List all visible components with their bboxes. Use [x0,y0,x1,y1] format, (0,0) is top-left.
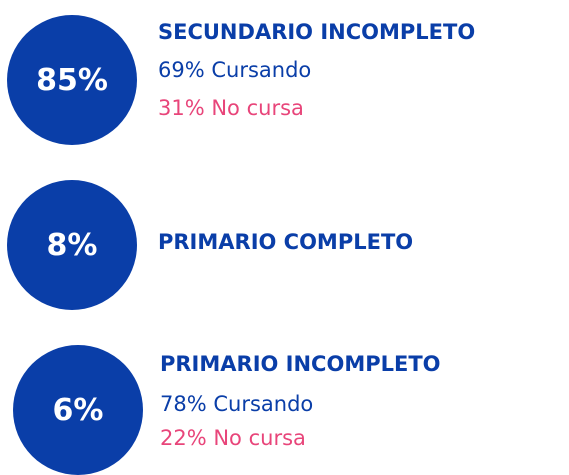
percent-circle: 85% [7,15,137,145]
item-title: PRIMARIO COMPLETO [158,230,414,254]
item-detail: 69% Cursando [158,58,312,82]
item-detail: 22% No cursa [160,426,306,450]
percent-circle: 8% [7,180,137,310]
percent-circle: 6% [13,345,143,475]
item-title: SECUNDARIO INCOMPLETO [158,20,476,44]
item-detail: 78% Cursando [160,392,314,416]
item-title: PRIMARIO INCOMPLETO [160,352,441,376]
page: 85% SECUNDARIO INCOMPLETO 69% Cursando 31% … [7,15,476,475]
item-detail: 31% No cursa [158,96,304,120]
